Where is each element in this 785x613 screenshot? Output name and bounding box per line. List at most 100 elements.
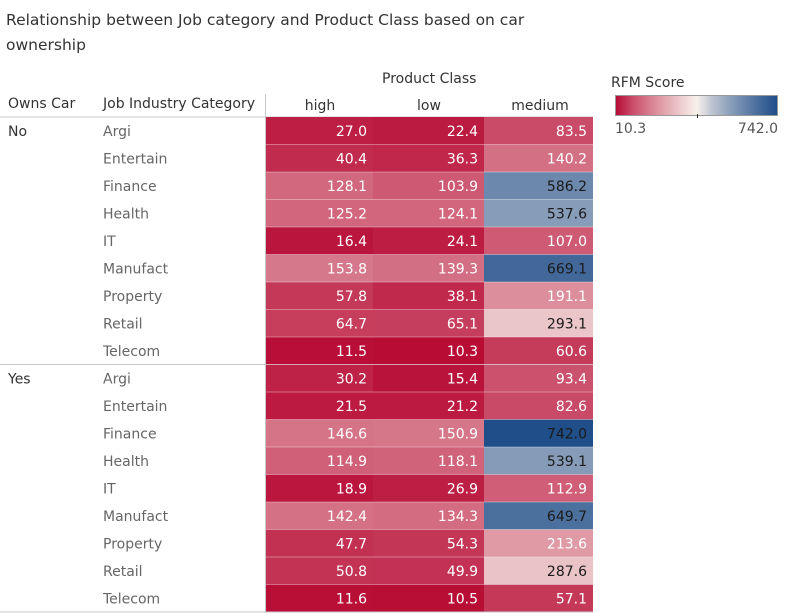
cell-value-label: 107.0 [547, 234, 587, 250]
heatmap-cell [373, 392, 484, 420]
legend-center-tick [697, 114, 698, 118]
heatmap-cell [373, 557, 484, 585]
heatmap-cell [373, 199, 484, 227]
heatmap-cell [266, 337, 373, 365]
heatmap-cell [266, 254, 373, 282]
cell-value-label: 30.2 [336, 372, 367, 388]
heatmap-cell [484, 117, 593, 145]
cell-value-label: 21.5 [336, 399, 367, 415]
cell-value-label: 27.0 [336, 124, 367, 140]
heatmap-cell [373, 584, 484, 612]
cell-value-label: 124.1 [438, 207, 478, 223]
cell-value-label: 11.5 [336, 344, 367, 360]
cell-value-label: 64.7 [336, 317, 367, 333]
legend-gradient-bar [615, 95, 778, 116]
heatmap-cell [484, 392, 593, 420]
row-label: Entertain [103, 152, 167, 168]
heatmap-cell [484, 529, 593, 557]
heatmap-cell [266, 364, 373, 392]
column-header-medium: medium [511, 98, 569, 114]
heatmap-cell [484, 199, 593, 227]
cell-value-label: 36.3 [447, 152, 478, 168]
heatmap-cell [484, 584, 593, 612]
row-label: Retail [103, 564, 143, 580]
heatmap-cell [266, 144, 373, 172]
heatmap-cell [484, 502, 593, 530]
heatmap-cell [266, 117, 373, 145]
row-label: Telecom [102, 344, 160, 360]
group-label-yes: Yes [7, 372, 31, 388]
heatmap-cell [266, 172, 373, 200]
heatmap-cell [484, 172, 593, 200]
product-class-header: Product Class [382, 71, 477, 87]
heatmap-cell [484, 227, 593, 255]
heatmap-cell [484, 419, 593, 447]
heatmap-cell [373, 474, 484, 502]
heatmap-cell [484, 254, 593, 282]
heatmap-cell [266, 447, 373, 475]
cell-value-label: 10.3 [447, 344, 478, 360]
heatmap-cell [373, 309, 484, 337]
cell-value-label: 114.9 [327, 454, 367, 470]
cell-value-label: 118.1 [438, 454, 478, 470]
heatmap-cell [266, 529, 373, 557]
heatmap-cell [484, 282, 593, 310]
row-label: Argi [103, 372, 131, 388]
heatmap-cell [266, 227, 373, 255]
cell-value-label: 134.3 [438, 509, 478, 525]
legend-title: RFM Score [611, 75, 685, 91]
cell-value-label: 191.1 [547, 289, 587, 305]
cell-value-label: 537.6 [547, 207, 587, 223]
cell-value-label: 57.1 [556, 592, 587, 608]
row-label: Entertain [103, 399, 167, 415]
heatmap-cell [484, 309, 593, 337]
legend-max-label: 742.0 [737, 121, 778, 137]
row-label: Health [103, 454, 149, 470]
heatmap-cell [373, 419, 484, 447]
heatmap-cell [373, 282, 484, 310]
row-label: IT [103, 482, 116, 498]
cell-value-label: 586.2 [547, 179, 587, 195]
heatmap-cell [373, 337, 484, 365]
cell-value-label: 10.5 [447, 592, 478, 608]
row-label: Property [103, 289, 162, 305]
heatmap-cell [266, 199, 373, 227]
heatmap-cell [266, 474, 373, 502]
cell-value-label: 93.4 [556, 372, 587, 388]
cell-value-label: 287.6 [547, 564, 587, 580]
cell-value-label: 38.1 [447, 289, 478, 305]
column-header-high: high [305, 98, 336, 114]
heatmap-cell [484, 474, 593, 502]
cell-value-label: 146.6 [327, 427, 367, 443]
row-label: Argi [103, 124, 131, 140]
row-label: IT [103, 234, 116, 250]
row-label: Finance [103, 179, 157, 195]
heatmap-cell [373, 447, 484, 475]
heatmap-cell [373, 227, 484, 255]
cell-value-label: 47.7 [336, 537, 367, 553]
heatmap-cell [266, 584, 373, 612]
cell-value-label: 65.1 [447, 317, 478, 333]
cell-value-label: 16.4 [336, 234, 367, 250]
chart-title: Relationship between Job category and Pr… [6, 11, 525, 54]
color-legend: RFM Score 10.3 742.0 [605, 70, 785, 150]
cell-value-label: 54.3 [447, 537, 478, 553]
heatmap-cell [373, 144, 484, 172]
cell-value-label: 15.4 [447, 372, 478, 388]
cell-value-label: 18.9 [336, 482, 367, 498]
cell-value-label: 103.9 [438, 179, 478, 195]
cell-value-label: 649.7 [547, 509, 587, 525]
row-label: Manufact [103, 262, 169, 278]
heatmap-cell [373, 254, 484, 282]
cell-value-label: 82.6 [556, 399, 587, 415]
cell-value-label: 22.4 [447, 124, 478, 140]
group-label-no: No [8, 124, 27, 140]
cell-value-label: 140.2 [547, 152, 587, 168]
cell-value-label: 128.1 [327, 179, 367, 195]
heatmap-cell [266, 309, 373, 337]
heatmap-cell [484, 364, 593, 392]
cell-value-label: 60.6 [556, 344, 587, 360]
heatmap-cell [484, 447, 593, 475]
cell-value-label: 153.8 [327, 262, 367, 278]
